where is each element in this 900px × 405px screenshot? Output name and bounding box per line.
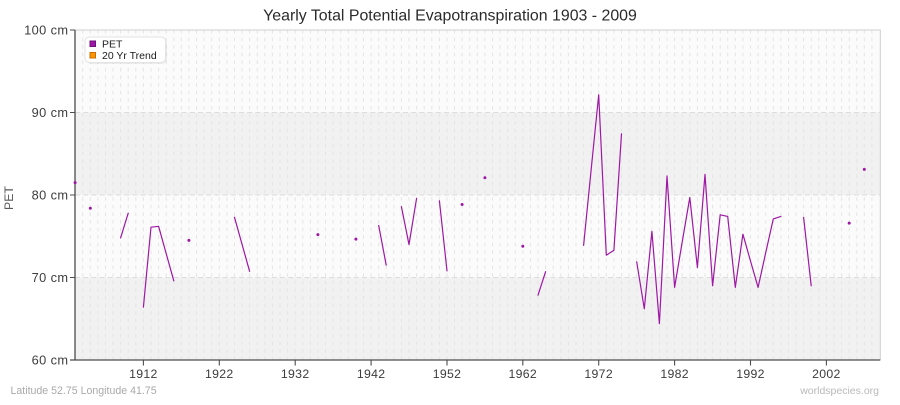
- svg-text:70 cm: 70 cm: [32, 270, 69, 285]
- svg-text:1932: 1932: [281, 367, 310, 381]
- svg-text:PET: PET: [102, 39, 123, 51]
- svg-text:1972: 1972: [584, 367, 613, 381]
- svg-text:worldspecies.org: worldspecies.org: [799, 385, 879, 397]
- svg-text:2002: 2002: [812, 367, 841, 381]
- svg-text:PET: PET: [2, 186, 16, 210]
- svg-text:Yearly Total Potential Evapotr: Yearly Total Potential Evapotranspiratio…: [263, 8, 637, 25]
- svg-text:20 Yr Trend: 20 Yr Trend: [102, 50, 157, 62]
- svg-text:1912: 1912: [129, 367, 158, 381]
- svg-text:1922: 1922: [205, 367, 234, 381]
- svg-text:80 cm: 80 cm: [32, 188, 69, 203]
- svg-text:60 cm: 60 cm: [32, 353, 69, 368]
- svg-text:1982: 1982: [660, 367, 689, 381]
- svg-text:1942: 1942: [357, 367, 386, 381]
- svg-text:100 cm: 100 cm: [24, 23, 68, 38]
- svg-text:1952: 1952: [433, 367, 462, 381]
- svg-text:1962: 1962: [509, 367, 538, 381]
- svg-text:90 cm: 90 cm: [32, 105, 69, 120]
- svg-text:1992: 1992: [736, 367, 765, 381]
- svg-text:Latitude 52.75 Longitude 41.75: Latitude 52.75 Longitude 41.75: [11, 385, 157, 397]
